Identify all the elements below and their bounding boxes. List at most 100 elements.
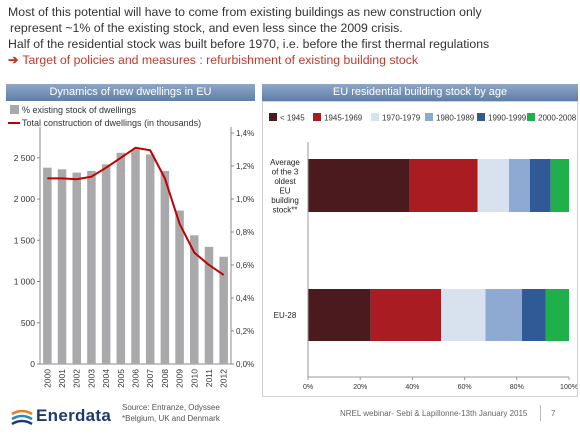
bar-existing-stock-2010 <box>190 235 199 364</box>
building-stock-chart: < 1945 1945-1969 1970-1979 1980-1989 1990-19… <box>269 113 578 391</box>
x-tick-label: 80% <box>510 384 524 391</box>
legend-label-1970-1979: 1970-1979 <box>382 114 421 123</box>
event-footer: NREL webinar- Sebi & Lapillonne-13th Jan… <box>340 409 528 418</box>
x-tick-label: 40% <box>405 384 419 391</box>
legend-label-< 1945: < 1945 <box>280 114 305 123</box>
legend-swatch-2000-2008 <box>527 113 535 121</box>
bar-existing-stock-2001 <box>57 169 67 364</box>
bar-segment-1970-1979-0 <box>477 159 509 212</box>
source-line-2: *Belgium, UK and Denmark <box>122 414 220 423</box>
bar-segment-1945-1969-1 <box>370 289 442 341</box>
y-left-tick-label: 0 <box>30 359 35 369</box>
bar-existing-stock-2009 <box>175 210 184 364</box>
bar-existing-stock-2008 <box>160 170 170 364</box>
category-label-1: EU-28 <box>274 311 297 320</box>
bar-existing-stock-2006 <box>131 149 140 364</box>
category-label-0: Average <box>270 158 300 167</box>
bar-existing-stock-2002 <box>72 172 81 364</box>
source-line-1: Source: Entranze, Odyssee <box>122 403 220 412</box>
footer-divider <box>540 405 541 421</box>
legend-swatch-< 1945 <box>269 113 277 121</box>
new-dwellings-chart: 0 500 1 000 1 500 2 000 2 500 0,0% 0,2% 0,4% 0,6%… <box>8 105 254 388</box>
x-tick-label-2009: 2009 <box>175 369 185 388</box>
bar-segment-1980-1989-0 <box>508 159 530 212</box>
y-right-tick-label: 0,4% <box>236 294 254 303</box>
x-tick-label: 0% <box>303 384 313 391</box>
page-number: 7 <box>551 409 556 418</box>
x-tick-label-2011: 2011 <box>204 369 214 388</box>
x-tick-label-2012: 2012 <box>219 369 229 388</box>
enerdata-logo-icon <box>11 409 33 425</box>
x-tick-label-2000: 2000 <box>42 369 52 388</box>
bar-segment-< 1945-1 <box>308 289 371 341</box>
bar-segment-< 1945-0 <box>308 159 410 212</box>
x-tick-label: 100% <box>560 384 577 391</box>
source-note: Source: Entranze, Odyssee *Belgium, UK a… <box>122 402 220 424</box>
bar-existing-stock-2011 <box>204 246 214 364</box>
y-right-tick-label: 0,0% <box>236 360 254 369</box>
legend-swatch-1970-1979 <box>371 113 379 121</box>
left-chart-panel: 0 500 1 000 1 500 2 000 2 500 0,0% 0,2% 0,4% 0,6%… <box>6 101 255 397</box>
legend-swatch-existing-stock <box>10 105 19 114</box>
legend-label-1980-1989: 1980-1989 <box>436 114 475 123</box>
bar-segment-1945-1969-0 <box>409 159 478 212</box>
y-left-tick-label: 1 500 <box>14 235 36 245</box>
legend-label-1945-1969: 1945-1969 <box>324 114 363 123</box>
y-right-tick-label: 1,0% <box>236 195 254 204</box>
x-tick-label-2010: 2010 <box>189 369 199 388</box>
bar-segment-1990-1999-0 <box>529 159 551 212</box>
bar-segment-1980-1989-1 <box>485 289 523 341</box>
x-tick-label: 20% <box>353 384 367 391</box>
x-tick-label-2003: 2003 <box>86 369 96 388</box>
y-right-tick-label: 0,2% <box>236 327 254 336</box>
y-left-tick-label: 2 500 <box>14 153 36 163</box>
x-tick-label-2004: 2004 <box>101 369 111 388</box>
x-tick-label-2005: 2005 <box>116 369 126 388</box>
target-text: Target of policies and measures : refurb… <box>22 53 419 67</box>
legend-swatch-1945-1969 <box>313 113 321 121</box>
arrow-right-icon: ➔ <box>8 53 19 67</box>
y-left-tick-label: 500 <box>21 318 35 328</box>
category-label-0: oldest <box>274 177 296 186</box>
legend-label-total-construction: Total construction of dwellings (in thou… <box>22 118 201 128</box>
category-label-0: building <box>271 196 299 205</box>
x-tick-label-2006: 2006 <box>131 369 141 388</box>
x-tick-label-2007: 2007 <box>145 369 155 388</box>
right-chart-panel: < 1945 1945-1969 1970-1979 1980-1989 1990-19… <box>262 101 578 397</box>
x-tick-label-2008: 2008 <box>160 369 170 388</box>
bar-existing-stock-2000 <box>43 167 52 364</box>
category-label-0: of the 3 <box>272 167 299 176</box>
bar-existing-stock-2007 <box>145 154 155 364</box>
bar-existing-stock-2004 <box>101 164 111 364</box>
category-label-0: EU <box>279 186 290 195</box>
y-left-tick-label: 2 000 <box>14 194 36 204</box>
bar-existing-stock-2012 <box>219 256 228 364</box>
legend-label-2000-2008: 2000-2008 <box>538 114 577 123</box>
y-right-tick-label: 0,6% <box>236 261 254 270</box>
left-chart-title: Dynamics of new dwellings in EU <box>6 84 255 101</box>
bar-segment-1970-1979-1 <box>441 289 486 341</box>
legend-label-existing-stock: % existing stock of dwellings <box>22 105 137 115</box>
category-label-0: stock** <box>273 205 298 214</box>
intro-target-line: ➔ Target of policies and measures : refur… <box>8 52 574 68</box>
intro-text: Most of this potential will have to come… <box>8 4 574 68</box>
bar-existing-stock-2003 <box>87 170 96 364</box>
intro-line-1: Most of this potential will have to come… <box>8 5 482 19</box>
x-tick-label-2001: 2001 <box>57 369 67 388</box>
intro-line-3: Half of the residential stock was built … <box>8 37 490 51</box>
bar-segment-1990-1999-1 <box>522 289 546 341</box>
enerdata-logo: Enerdata <box>36 406 112 425</box>
x-tick-label-2002: 2002 <box>72 369 82 388</box>
x-tick-label: 60% <box>458 384 472 391</box>
legend-swatch-1990-1999 <box>477 113 485 121</box>
y-right-tick-label: 1,2% <box>236 162 254 171</box>
line-total-construction <box>47 146 225 276</box>
right-chart-title: EU residential building stock by age <box>262 84 578 101</box>
legend-label-1990-1999: 1990-1999 <box>488 114 527 123</box>
legend-swatch-1980-1989 <box>425 113 433 121</box>
bar-segment-2000-2008-0 <box>550 159 569 212</box>
bar-segment-2000-2008-1 <box>545 289 569 341</box>
intro-line-2: represent ~1% of the existing stock, and… <box>10 21 403 35</box>
bar-existing-stock-2005 <box>116 152 126 364</box>
y-left-tick-label: 1 000 <box>14 277 36 287</box>
